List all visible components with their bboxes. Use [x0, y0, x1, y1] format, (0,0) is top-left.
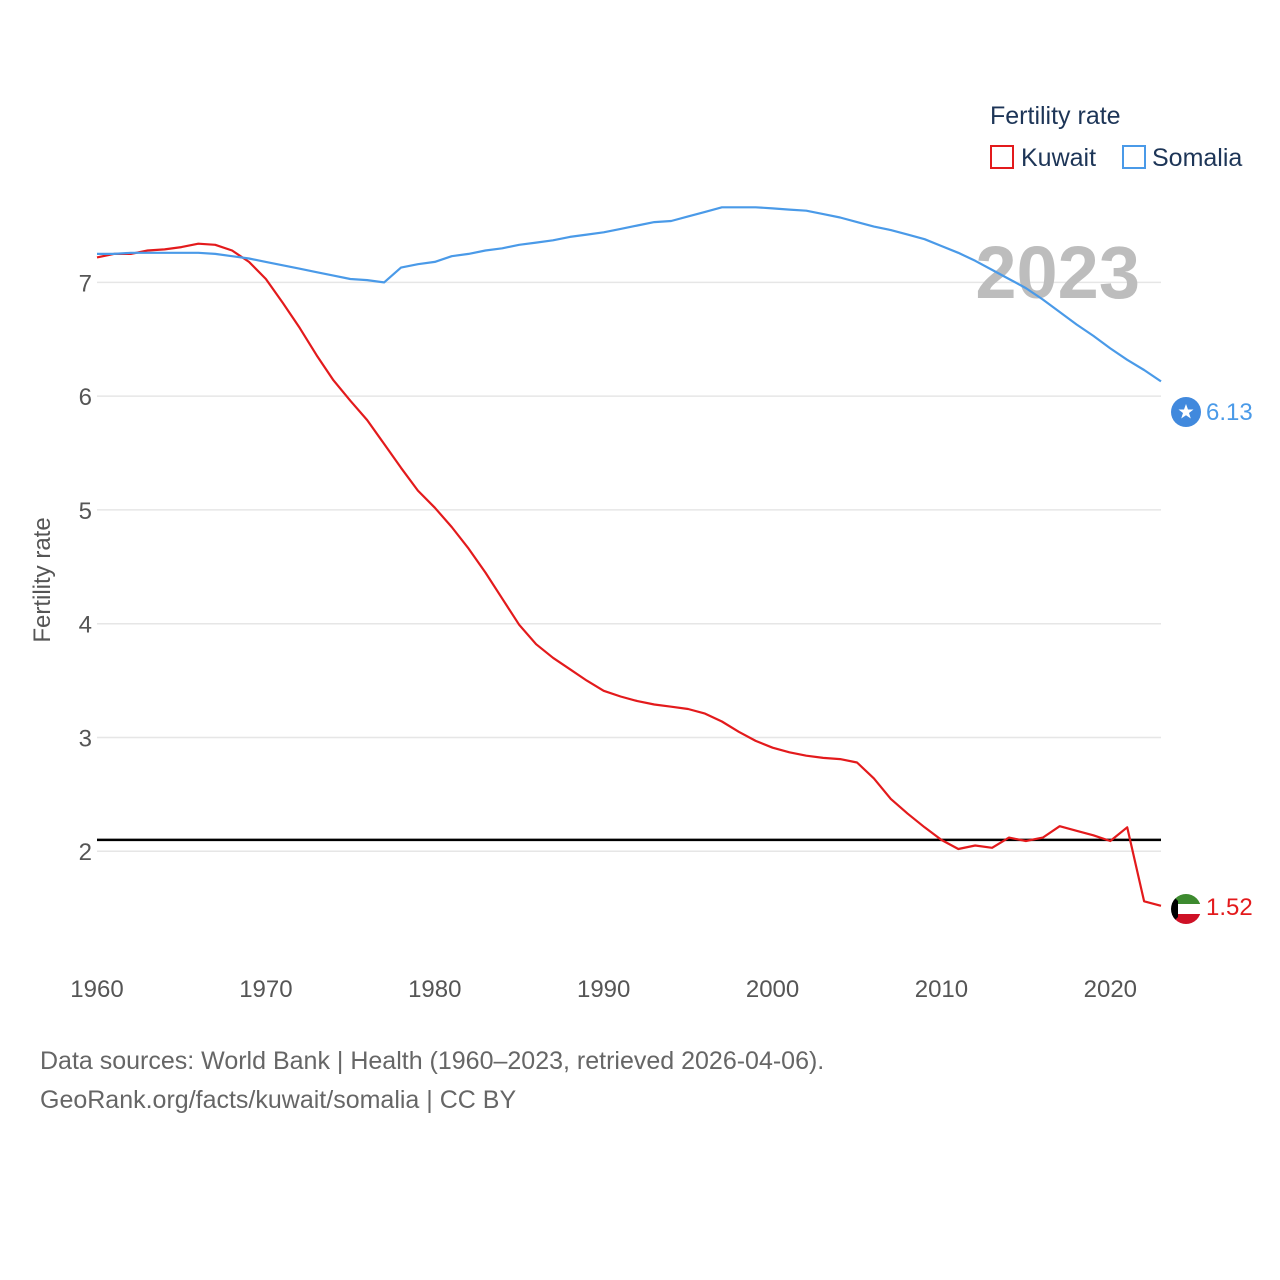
y-tick-label: 6	[79, 384, 92, 411]
legend-title: Fertility rate	[990, 102, 1121, 130]
somalia-end-label: 6.13	[1206, 399, 1253, 426]
series-line-somalia	[97, 206, 1162, 383]
legend-label-somalia[interactable]: Somalia	[1152, 144, 1242, 172]
data-source-note: Data sources: World Bank | Health (1960–…	[40, 1047, 825, 1075]
x-tick-label: 1990	[577, 976, 630, 1003]
y-tick-label: 7	[79, 270, 92, 297]
x-tick-label: 1970	[239, 976, 292, 1003]
legend-swatch-kuwait	[990, 145, 1014, 169]
series-line-kuwait	[96, 242, 1162, 907]
x-tick-label: 1980	[408, 976, 461, 1003]
legend: Fertility rate Kuwait Somalia	[990, 102, 1242, 172]
y-tick-label: 5	[79, 498, 92, 525]
somalia-flag-icon	[1171, 397, 1201, 427]
y-axis-title: Fertility rate	[29, 517, 56, 642]
kuwait-end-label: 1.52	[1206, 894, 1253, 921]
year-label: 2023	[975, 231, 1140, 314]
kuwait-flag-icon	[1171, 894, 1201, 924]
y-tick-label: 2	[79, 839, 92, 866]
x-tick-label: 2000	[746, 976, 799, 1003]
footer: Data sources: World Bank | Health (1960–…	[40, 1042, 824, 1120]
x-tick-label: 1960	[70, 976, 123, 1003]
legend-label-kuwait[interactable]: Kuwait	[1021, 144, 1096, 172]
gridlines	[97, 281, 1161, 852]
y-axis: 2 3 4 5 6 7	[79, 270, 92, 866]
x-tick-label: 2020	[1084, 976, 1137, 1003]
attribution-link[interactable]: GeoRank.org/facts/kuwait/somalia | CC BY	[40, 1086, 517, 1114]
y-tick-label: 4	[79, 612, 92, 639]
legend-swatch-somalia	[1122, 145, 1146, 169]
y-tick-label: 3	[79, 725, 92, 752]
x-tick-label: 2010	[915, 976, 968, 1003]
series-lines	[96, 206, 1162, 907]
x-axis: 1960 1970 1980 1990 2000 2010 2020	[70, 976, 1137, 1003]
